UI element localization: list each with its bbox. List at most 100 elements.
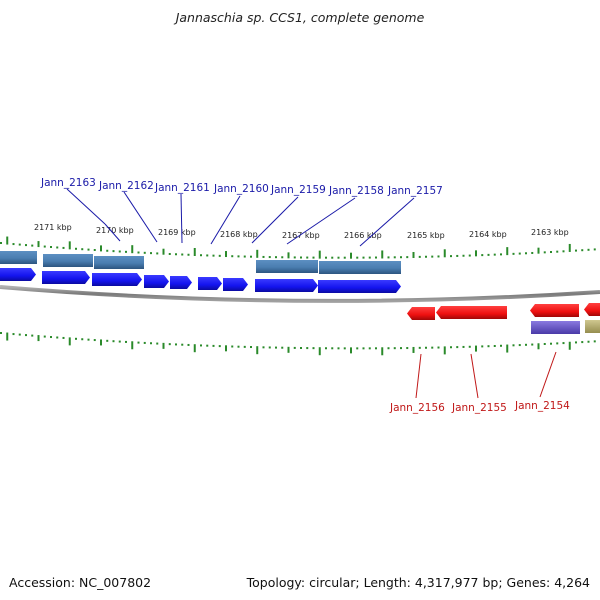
ruler-reverse	[0, 332, 596, 356]
ruler-dot	[31, 334, 34, 337]
ruler-dot	[468, 345, 471, 348]
gene-feature[interactable]	[531, 321, 580, 334]
locus-label[interactable]: Jann_2155	[451, 402, 507, 414]
ruler-dot	[262, 255, 265, 258]
ruler-dot	[206, 344, 209, 347]
ruler-dot	[375, 256, 377, 259]
cds-arrow[interactable]	[92, 273, 142, 286]
gene-feature[interactable]	[319, 261, 401, 274]
ruler-dot	[350, 347, 352, 354]
genome-summary-text: Topology: circular; Length: 4,317,977 bp…	[246, 575, 590, 590]
cds-arrow[interactable]	[144, 275, 169, 288]
cds-arrow[interactable]	[584, 303, 600, 316]
ruler-dot	[531, 251, 534, 254]
ruler-dot	[487, 253, 490, 256]
ruler-dot	[150, 252, 152, 255]
ruler-dot	[493, 344, 496, 347]
locus-label[interactable]: Jann_2158	[328, 185, 384, 197]
ruler-dot	[412, 346, 415, 353]
locus-label[interactable]: Jann_2156	[389, 402, 445, 414]
ruler-major-tick	[68, 337, 71, 346]
cds-arrow[interactable]	[255, 279, 318, 292]
ruler-dot	[537, 247, 540, 254]
ruler-dot	[168, 252, 171, 255]
ruler-dot	[143, 251, 146, 254]
ruler-major-tick	[318, 347, 321, 356]
genome-backbone	[0, 285, 600, 303]
ruler-dot	[562, 250, 565, 253]
ruler-dot	[225, 251, 227, 258]
locus-label[interactable]: Jann_2157	[387, 185, 443, 197]
ruler-dot	[393, 256, 396, 259]
ruler-major-tick	[256, 249, 259, 258]
ruler-dot	[250, 255, 252, 258]
forward-cds-track	[0, 268, 401, 293]
cds-arrow[interactable]	[42, 271, 90, 284]
ruler-dot	[162, 342, 165, 349]
locus-label[interactable]: Jann_2154	[514, 400, 570, 412]
ruler-dot	[531, 343, 534, 346]
gene-feature[interactable]	[256, 260, 318, 273]
ruler-dot	[337, 347, 340, 350]
ruler-dot	[325, 256, 327, 259]
ruler-dot	[575, 249, 577, 252]
ruler-dot	[106, 339, 109, 342]
ruler-dot	[125, 250, 127, 253]
gene-feature[interactable]	[0, 251, 37, 264]
locus-label[interactable]: Jann_2160	[213, 183, 269, 195]
ruler-dot	[343, 347, 346, 350]
ruler-dot	[212, 344, 215, 347]
ruler-dot	[431, 346, 434, 349]
ruler-dot	[125, 340, 127, 343]
ruler-dot	[175, 343, 177, 346]
gene-feature[interactable]	[94, 256, 144, 269]
ruler-dot	[118, 340, 121, 343]
map-title: Jannaschia sp. CCS1, complete genome	[175, 10, 425, 25]
locus-label[interactable]: Jann_2161	[154, 182, 210, 194]
ruler-label: 2164 kbp	[469, 230, 507, 239]
cds-arrow[interactable]	[170, 276, 192, 289]
ruler-dot	[206, 254, 209, 257]
ruler-dot	[106, 249, 109, 252]
cds-arrow[interactable]	[318, 280, 401, 293]
ruler-dot	[293, 256, 296, 259]
ruler-dot	[406, 256, 409, 259]
ruler-major-tick	[381, 250, 384, 259]
locus-label[interactable]: Jann_2162	[98, 180, 154, 192]
cds-arrow[interactable]	[223, 278, 248, 291]
ruler-label: 2167 kbp	[282, 231, 320, 240]
ruler-dot	[425, 346, 427, 349]
ruler-label: 2163 kbp	[531, 228, 569, 237]
ruler-dot	[43, 245, 46, 248]
locus-label[interactable]: Jann_2163	[40, 177, 96, 189]
gene-feature[interactable]	[585, 320, 600, 333]
ruler-dot	[137, 251, 140, 254]
cds-arrow[interactable]	[530, 304, 579, 317]
ruler-dot	[231, 255, 234, 258]
ruler-dot	[25, 334, 27, 337]
ruler-dot	[475, 250, 477, 257]
ruler-dot	[150, 342, 152, 345]
ruler-dot	[518, 344, 521, 347]
ruler-dot	[0, 332, 2, 334]
cds-arrow[interactable]	[198, 277, 222, 290]
ruler-dot	[493, 253, 496, 256]
ruler-label: 2168 kbp	[220, 230, 258, 239]
reverse-cds-track	[407, 303, 600, 320]
cds-arrow[interactable]	[0, 268, 36, 281]
ruler-dot	[393, 347, 396, 350]
ruler-dot	[75, 247, 77, 250]
ruler-dot	[181, 343, 184, 346]
gene-feature[interactable]	[43, 254, 93, 267]
ruler-dot	[37, 335, 40, 342]
ruler-dot	[112, 250, 115, 253]
ruler-dot	[587, 248, 590, 251]
ruler-dot	[418, 255, 421, 258]
locus-label[interactable]: Jann_2159	[270, 184, 326, 196]
ruler-dot	[581, 341, 584, 344]
cds-arrow[interactable]	[407, 307, 435, 320]
ruler-dot	[562, 342, 565, 345]
ruler-dot	[331, 347, 334, 350]
cds-arrow[interactable]	[436, 306, 507, 319]
